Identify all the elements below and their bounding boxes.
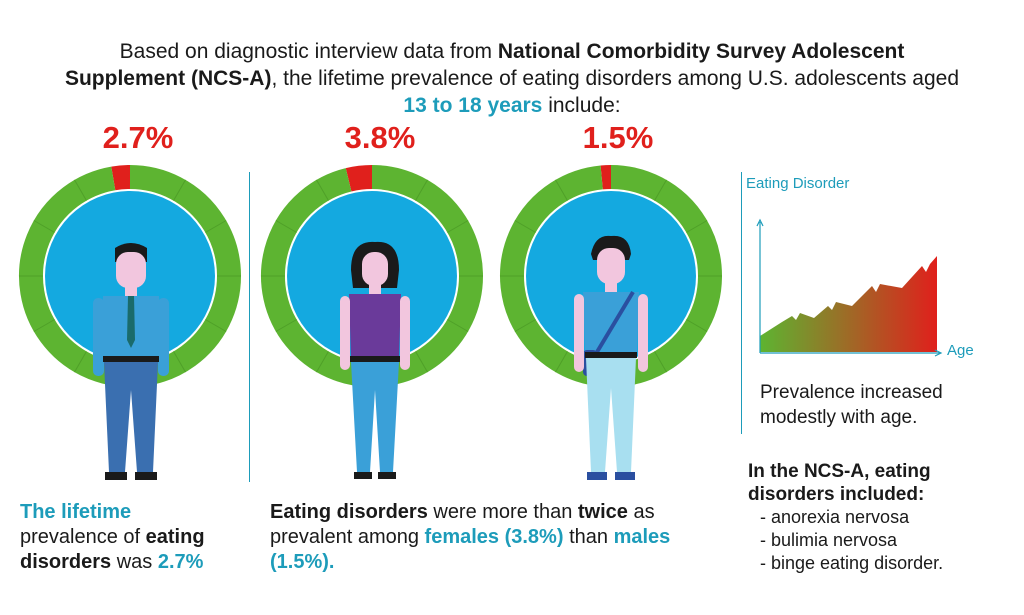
header-part: , the lifetime prevalence of eating diso… xyxy=(271,67,960,90)
caption-part: The lifetime xyxy=(20,501,132,523)
donut-segment-tick xyxy=(33,220,55,233)
donut-segment-tick xyxy=(205,319,227,332)
donut-segment-tick xyxy=(173,179,186,201)
donut-segment-tick xyxy=(74,351,87,373)
donut-segment-tick xyxy=(514,220,536,233)
header-part: include: xyxy=(542,94,621,117)
donut-segment-tick xyxy=(447,220,469,233)
donut-segment-tick xyxy=(33,319,55,332)
donut-3-percent: 1.5% xyxy=(582,120,654,155)
trend-x-axis-label: Age xyxy=(947,342,974,359)
list-item: - binge eating disorder. xyxy=(760,553,944,573)
header-part: Based on diagnostic interview data from xyxy=(119,40,498,63)
caption-part: prevalence of xyxy=(20,526,146,548)
adolescent-figure-icon xyxy=(93,243,169,480)
caption-part: were more than xyxy=(427,501,578,523)
donut-1-percent: 2.7% xyxy=(102,120,174,155)
trend-x-arrow xyxy=(934,349,943,357)
donut-segment-tick xyxy=(74,179,87,201)
header-text: Based on diagnostic interview data from … xyxy=(60,38,964,119)
section-divider xyxy=(249,172,250,482)
caption-part: females (3.8%) xyxy=(424,526,564,548)
caption-part: eating xyxy=(145,526,205,548)
donut-slice-eating-disorders xyxy=(345,165,373,192)
caption-lifetime-prevalence: The lifetime prevalence of eating disord… xyxy=(20,500,260,575)
caption-part: as prevalent among xyxy=(270,501,655,548)
trend-y-label-text: Eating Disorder xyxy=(746,175,850,192)
donut-segment-tick xyxy=(205,220,227,233)
donut-segment-tick xyxy=(415,351,428,373)
caption-part: disorders xyxy=(20,551,112,573)
list-item: - anorexia nervosa xyxy=(760,507,910,527)
caption-part: 2.7% xyxy=(157,551,204,573)
donut-segment-tick xyxy=(514,319,536,332)
donut-segment-tick xyxy=(654,179,667,201)
caption-part: males (1.5%). xyxy=(270,526,671,573)
donut-2-percent: 3.8% xyxy=(344,120,416,155)
trend-y-arrow xyxy=(756,218,764,227)
donut-segment-tick xyxy=(686,220,708,233)
caption-part: Eating disorders xyxy=(270,501,428,523)
donut-segment-tick xyxy=(316,351,329,373)
male-figure-icon xyxy=(574,235,648,480)
donut-segment-tick xyxy=(555,179,568,201)
donut-segment-tick xyxy=(173,351,186,373)
trend-y-axis-label: Eating Disorder xyxy=(746,173,849,194)
trend-note: Prevalence increased modestly with age. xyxy=(760,382,943,428)
donut-segment-tick xyxy=(316,179,329,201)
disorders-list: - anorexia nervosa - bulimia nervosa - b… xyxy=(760,506,943,575)
donut-segment-tick xyxy=(555,351,568,373)
trend-area-chart xyxy=(756,218,943,357)
donut-segment-tick xyxy=(275,220,297,233)
caption-part: than xyxy=(563,526,614,548)
caption-sex-comparison: Eating disorders were more than twice as… xyxy=(270,500,740,575)
survey-name: National Comorbidity Survey Adolescent S… xyxy=(64,40,905,90)
donut-segment-tick xyxy=(654,351,667,373)
trend-area xyxy=(760,256,937,352)
section-divider xyxy=(741,172,742,434)
caption-part: twice xyxy=(577,501,628,523)
donut-segment-tick xyxy=(415,179,428,201)
donut-slice-eating-disorders xyxy=(111,165,131,191)
donut-segment-tick xyxy=(686,319,708,332)
caption-part: was xyxy=(111,551,158,573)
donut-segment-tick xyxy=(275,319,297,332)
female-figure-icon xyxy=(340,241,410,479)
list-item: - bulimia nervosa xyxy=(760,530,898,550)
donut-segment-tick xyxy=(447,319,469,332)
age-range: 13 to 18 years xyxy=(403,94,543,117)
disorders-list-title: In the NCS-A, eating disorders included: xyxy=(748,461,931,505)
